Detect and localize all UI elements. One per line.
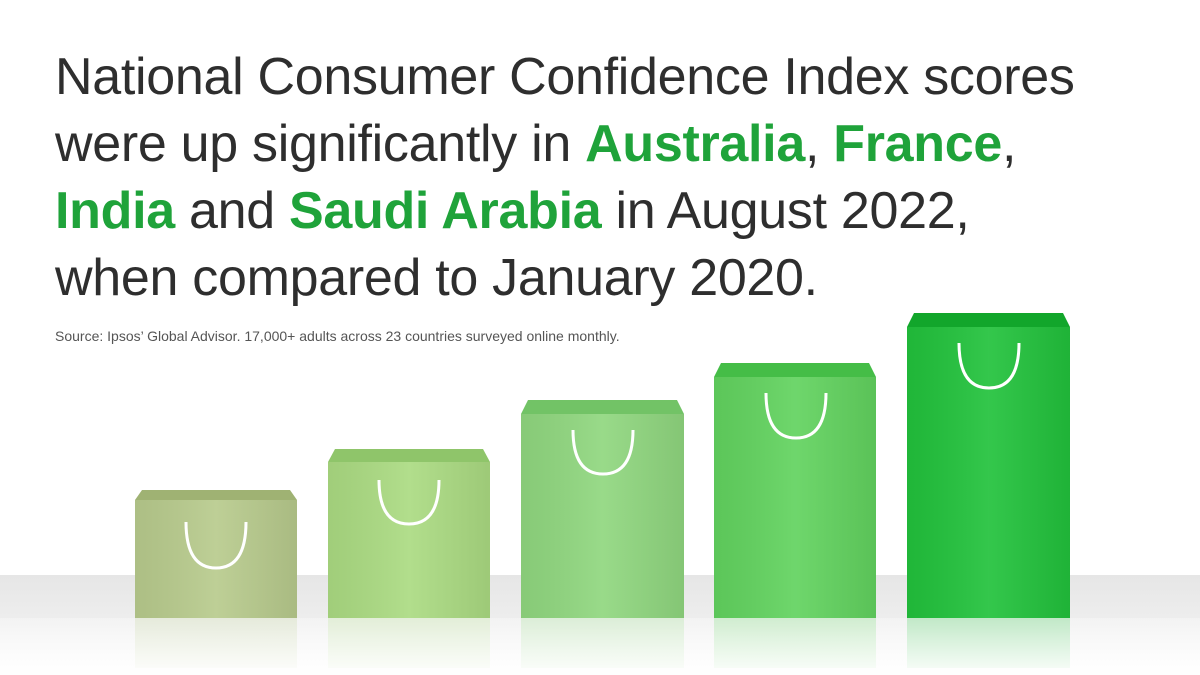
headline: National Consumer Confidence Index score… bbox=[55, 44, 1175, 312]
headline-text: and bbox=[174, 182, 289, 240]
highlight-text: Australia bbox=[585, 115, 805, 173]
headline-text: when compared to January 2020. bbox=[55, 249, 818, 307]
bag bbox=[521, 400, 684, 668]
highlight-text: Saudi Arabia bbox=[289, 182, 602, 240]
headline-text: in August 2022, bbox=[601, 182, 970, 240]
headline-line: National Consumer Confidence Index score… bbox=[55, 44, 1175, 111]
source-note: Source: Ipsos’ Global Advisor. 17,000+ a… bbox=[55, 328, 620, 344]
headline-line: when compared to January 2020. bbox=[55, 245, 1175, 312]
headline-line: were up significantly in Australia, Fran… bbox=[55, 111, 1175, 178]
headline-text: , bbox=[1001, 115, 1017, 173]
highlight-text: France bbox=[833, 115, 1002, 173]
headline-line: India and Saudi Arabia in August 2022, bbox=[55, 178, 1175, 245]
headline-text: were up significantly in bbox=[55, 115, 586, 173]
headline-text: National Consumer Confidence Index score… bbox=[55, 48, 1075, 106]
bag bbox=[907, 313, 1070, 668]
highlight-text: India bbox=[55, 182, 175, 240]
headline-text: , bbox=[804, 115, 834, 173]
bags bbox=[0, 313, 1200, 675]
